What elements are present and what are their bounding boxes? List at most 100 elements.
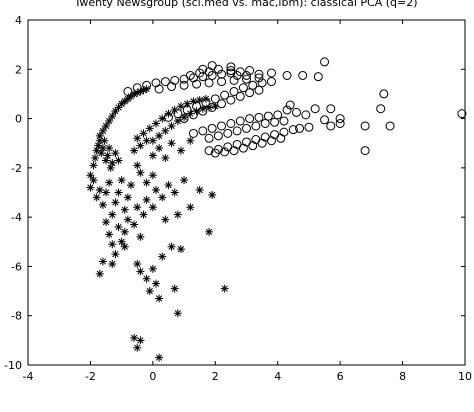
y-tick-label: -10: [4, 359, 22, 372]
circle-point: [285, 100, 295, 110]
asterisk-point: [151, 186, 160, 195]
circle-point: [360, 121, 370, 131]
asterisk-point: [158, 193, 167, 202]
circle-point: [151, 78, 161, 88]
asterisk-point: [136, 168, 145, 177]
circle-point: [245, 114, 255, 124]
asterisk-point: [92, 146, 101, 155]
asterisk-point: [145, 124, 154, 133]
circle-point: [226, 62, 236, 72]
asterisk-point: [130, 146, 139, 155]
plot-frame: [27, 19, 466, 366]
asterisk-point: [158, 252, 167, 261]
circle-point: [295, 123, 305, 133]
asterisk-point: [120, 205, 129, 214]
asterisk-point: [117, 237, 126, 246]
asterisk-point: [186, 109, 195, 118]
asterisk-point: [105, 178, 114, 187]
circle-point: [279, 127, 289, 137]
asterisk-point: [148, 203, 157, 212]
circle-point: [320, 115, 330, 125]
asterisk-point: [148, 136, 157, 145]
asterisk-point: [148, 264, 157, 273]
circle-point: [220, 90, 230, 100]
asterisk-point: [120, 227, 129, 236]
circle-point: [326, 104, 336, 114]
circle-point: [279, 116, 289, 126]
circle-point: [217, 77, 227, 87]
circle-point: [385, 121, 395, 131]
circle-point: [217, 121, 227, 131]
y-tick-label: 0: [15, 113, 22, 126]
circle-point: [298, 70, 308, 80]
circle-point: [167, 82, 177, 92]
asterisk-point: [167, 139, 176, 148]
asterisk-point: [170, 284, 179, 293]
asterisk-point: [130, 220, 139, 229]
asterisk-point: [145, 287, 154, 296]
asterisk-point: [167, 242, 176, 251]
asterisk-point: [142, 178, 151, 187]
asterisk-point: [111, 250, 120, 259]
circle-point: [266, 136, 276, 146]
asterisk-point: [105, 144, 114, 153]
asterisk-point: [133, 134, 142, 143]
circle-point: [163, 112, 173, 122]
circle-point: [182, 105, 192, 115]
asterisk-point: [176, 146, 185, 155]
asterisk-point: [155, 144, 164, 153]
circle-point: [188, 128, 198, 138]
chart-title: Twenty Newsgroup (sci.med vs. mac,ibm): …: [73, 0, 417, 9]
y-tick-label: -6: [11, 260, 22, 273]
asterisk-point: [173, 309, 182, 318]
circle-point: [379, 89, 389, 99]
asterisk-point: [98, 126, 107, 135]
asterisk-point: [133, 343, 142, 352]
asterisk-point: [136, 232, 145, 241]
asterisk-point: [161, 154, 170, 162]
asterisk-point: [148, 151, 157, 160]
circle-point: [326, 121, 336, 131]
asterisk-point: [86, 171, 95, 180]
asterisk-point: [183, 99, 192, 108]
circle-point: [251, 121, 261, 131]
x-tick-label: 10: [458, 370, 472, 383]
x-tick-label: -4: [23, 370, 34, 383]
asterisk-point: [95, 131, 104, 140]
asterisk-point: [133, 259, 142, 268]
asterisk-point: [120, 242, 129, 251]
circle-point: [254, 85, 264, 95]
asterisk-point: [105, 117, 114, 126]
circle-point: [335, 119, 345, 128]
asterisk-point: [100, 136, 109, 145]
asterisk-point: [98, 144, 107, 153]
asterisk-point: [95, 269, 104, 278]
asterisk-point: [198, 104, 207, 113]
asterisk-point: [164, 181, 173, 190]
asterisk-point: [211, 102, 220, 111]
asterisk-point: [108, 112, 117, 121]
asterisk-point: [123, 215, 132, 224]
circle-point: [276, 133, 286, 143]
circle-series: [123, 57, 467, 158]
circle-point: [273, 110, 283, 120]
asterisk-point: [92, 193, 101, 202]
circle-point: [160, 77, 170, 87]
asterisk-point: [89, 176, 98, 185]
asterisk-point: [139, 129, 148, 138]
asterisk-point: [195, 186, 204, 195]
circle-point: [229, 86, 239, 96]
circle-point: [376, 104, 386, 114]
circle-point: [173, 109, 183, 119]
y-tick-label: 2: [15, 63, 22, 76]
asterisk-point: [155, 353, 164, 362]
circle-point: [260, 119, 270, 128]
asterisk-point: [98, 257, 107, 266]
asterisk-point: [208, 190, 217, 199]
asterisk-series: [86, 85, 229, 362]
circle-point: [213, 131, 223, 141]
circle-point: [310, 104, 320, 114]
asterisk-point: [133, 203, 142, 212]
x-tick-label: 6: [337, 370, 344, 383]
